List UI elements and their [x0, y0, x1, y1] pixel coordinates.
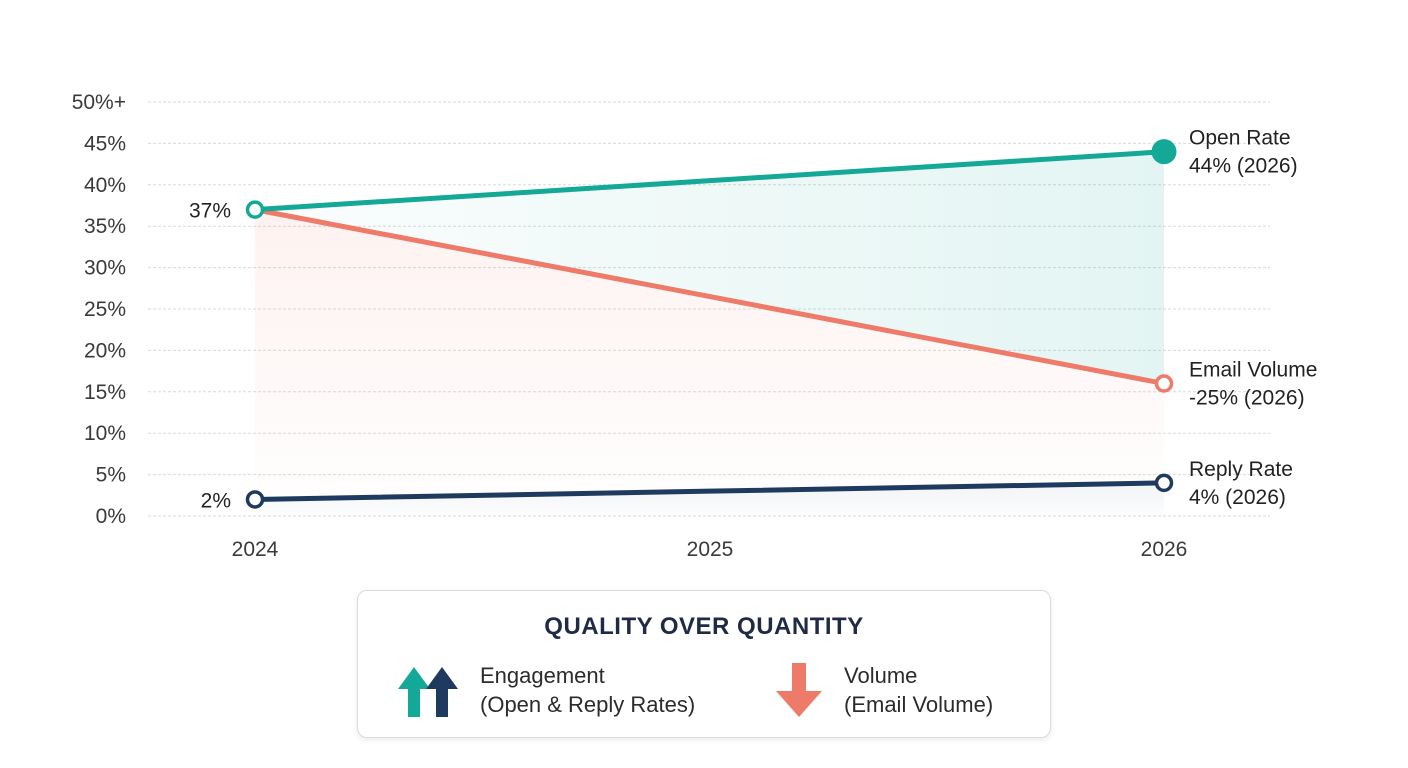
y-tick-label: 0% — [96, 505, 126, 528]
x-tick-label: 2025 — [687, 538, 734, 561]
y-tick-label: 50%+ — [72, 91, 126, 114]
reply-rate-end-value: 4% (2026) — [1189, 486, 1286, 509]
x-tick-label: 2026 — [1141, 538, 1188, 561]
legend-volume-sublabel: (Email Volume) — [844, 692, 994, 717]
y-tick-label: 35% — [84, 215, 126, 238]
y-tick-label: 40% — [84, 174, 126, 197]
reply-rate-line — [252, 480, 1167, 502]
email-volume-end-value: -25% (2026) — [1189, 387, 1305, 410]
legend-box: QUALITY OVER QUANTITY Engagement (Open &… — [357, 590, 1051, 738]
legend-item-volume: Volume (Email Volume) — [770, 661, 993, 721]
reply-rate-point-2026 — [1154, 473, 1174, 493]
legend-engagement-sublabel: (Open & Reply Rates) — [480, 692, 696, 717]
open-rate-start-label: 37% — [189, 200, 231, 223]
legend-volume-label: Volume — [844, 663, 918, 688]
email-volume-point-2026 — [1154, 374, 1174, 393]
y-tick-label: 25% — [84, 298, 126, 321]
legend-item-engagement: Engagement (Open & Reply Rates) — [396, 661, 695, 721]
reply-rate-start-label: 2% — [201, 489, 231, 512]
line-chart: 0% 5% 10% 15% 20% 25% 30% 35% 40% 45% 50%+ 2024 2025… — [72, 91, 1318, 561]
down-arrow-icon — [776, 663, 822, 717]
open-rate-end-label: Open Rate — [1189, 127, 1291, 150]
y-tick-label: 30% — [84, 257, 126, 280]
up-arrows-icon — [398, 667, 458, 717]
open-rate-point-2024 — [245, 200, 265, 219]
email-volume-area — [255, 209, 1164, 500]
email-volume-end-label: Email Volume — [1189, 359, 1317, 382]
open-rate-point-2026 — [1151, 139, 1177, 165]
open-rate-area — [255, 151, 1164, 384]
x-tick-label: 2024 — [232, 538, 279, 561]
open-rate-end-value: 44% (2026) — [1189, 155, 1298, 178]
open-rate-line — [252, 149, 1167, 213]
reply-rate-point-2024 — [245, 490, 265, 509]
reply-rate-area — [255, 482, 1164, 516]
email-volume-line — [252, 207, 1167, 387]
y-tick-label: 15% — [84, 381, 126, 404]
y-tick-label: 10% — [84, 422, 126, 445]
y-tick-label: 5% — [96, 464, 126, 487]
legend-engagement-label: Engagement — [480, 663, 605, 688]
reply-rate-end-label: Reply Rate — [1189, 458, 1293, 481]
y-tick-label: 20% — [84, 339, 126, 362]
legend-title: QUALITY OVER QUANTITY — [544, 613, 864, 640]
y-tick-label: 45% — [84, 132, 126, 155]
